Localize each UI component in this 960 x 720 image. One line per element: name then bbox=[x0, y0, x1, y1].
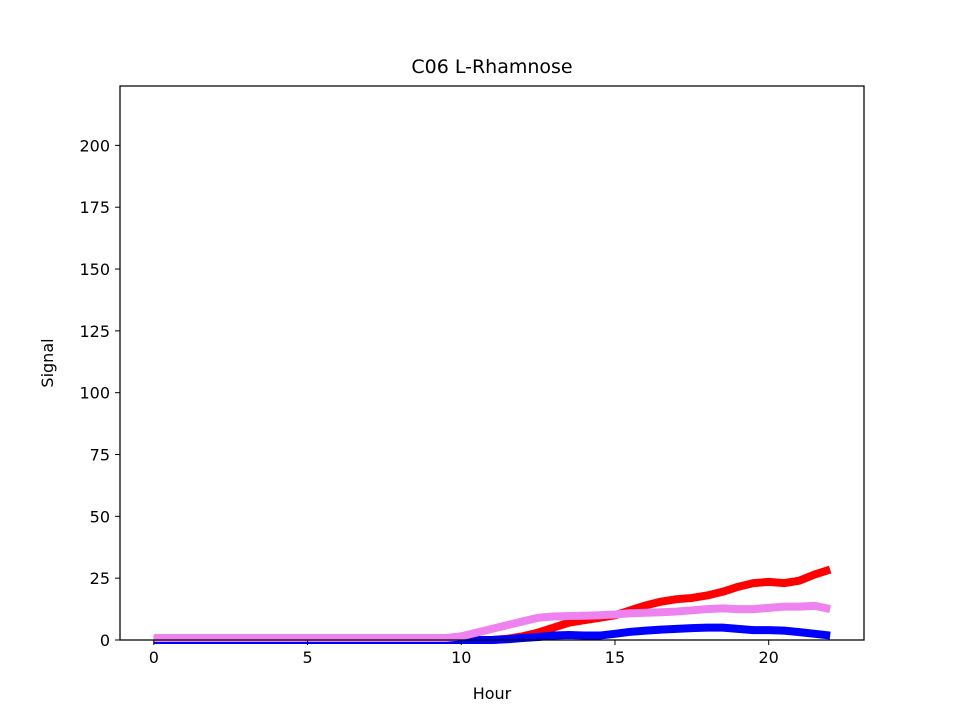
x-axis-label: Hour bbox=[473, 684, 512, 703]
y-tick-label: 25 bbox=[90, 569, 110, 588]
x-tick-label: 15 bbox=[605, 648, 625, 667]
y-tick-label: 125 bbox=[79, 322, 110, 341]
x-tick-label: 0 bbox=[149, 648, 159, 667]
x-axis: 0 5 10 15 20 bbox=[149, 640, 779, 667]
x-tick-label: 20 bbox=[759, 648, 779, 667]
y-tick-label: 200 bbox=[79, 136, 110, 155]
y-tick-label: 150 bbox=[79, 260, 110, 279]
y-tick-label: 0 bbox=[100, 631, 110, 650]
x-tick-label: 10 bbox=[451, 648, 471, 667]
y-tick-label: 50 bbox=[90, 507, 110, 526]
series-line-3 bbox=[153, 601, 831, 643]
y-axis-label: Signal bbox=[38, 338, 57, 387]
x-tick-label: 5 bbox=[302, 648, 312, 667]
chart-title: C06 L-Rhamnose bbox=[411, 56, 572, 78]
y-tick-label: 75 bbox=[90, 446, 110, 465]
y-tick-label: 175 bbox=[79, 198, 110, 217]
plot-frame bbox=[119, 85, 865, 641]
y-axis: 0 25 50 75 100 125 150 175 200 bbox=[79, 136, 120, 650]
y-tick-label: 100 bbox=[79, 384, 110, 403]
